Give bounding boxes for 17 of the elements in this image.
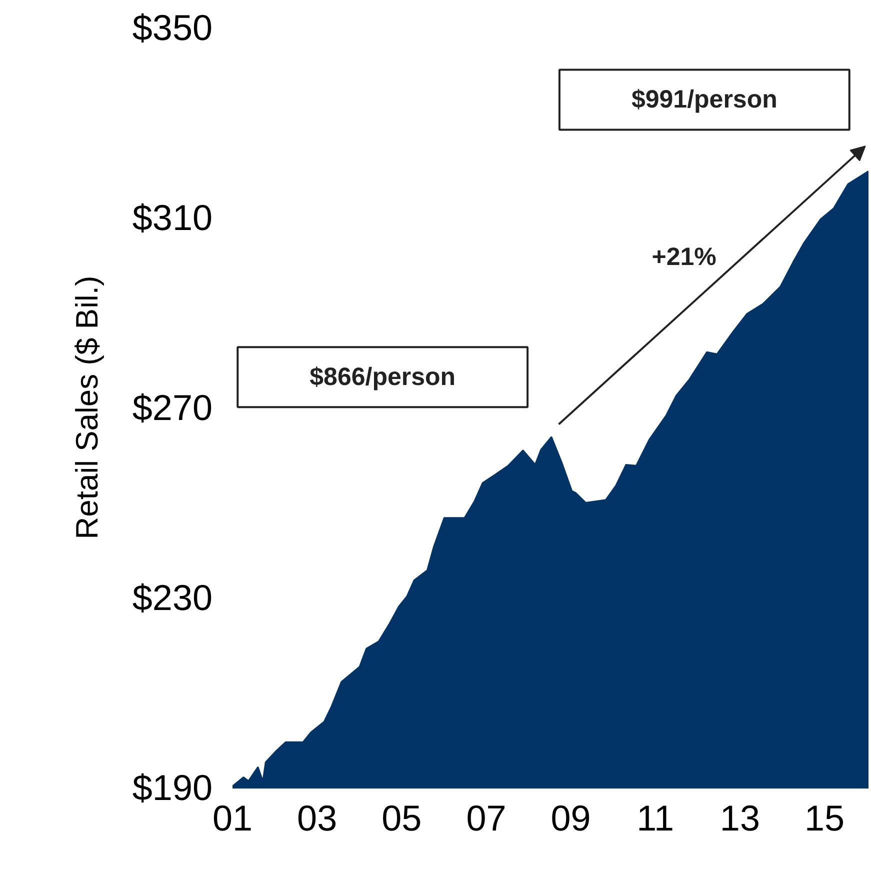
y-tick-label: $230: [132, 577, 213, 618]
y-tick-label: $190: [132, 767, 213, 808]
y-axis-title: Retail Sales ($ Bil.): [69, 276, 104, 540]
y-tick-label: $350: [132, 7, 213, 48]
annotation: +21%: [652, 243, 716, 272]
annotation: $866/person: [310, 363, 456, 392]
x-tick-label: 09: [550, 798, 591, 838]
x-tick-label: 01: [212, 798, 253, 838]
x-tick-label: 11: [636, 798, 674, 838]
x-tick-label: 15: [804, 798, 845, 838]
y-tick-label: $270: [132, 387, 213, 428]
x-tick-label: 05: [382, 798, 422, 838]
annotation: $991/person: [631, 86, 778, 114]
x-tick-label: 13: [720, 798, 760, 838]
y-tick-label: $310: [132, 197, 213, 238]
x-tick-label: 03: [297, 798, 338, 838]
x-tick-label: 07: [466, 798, 506, 838]
